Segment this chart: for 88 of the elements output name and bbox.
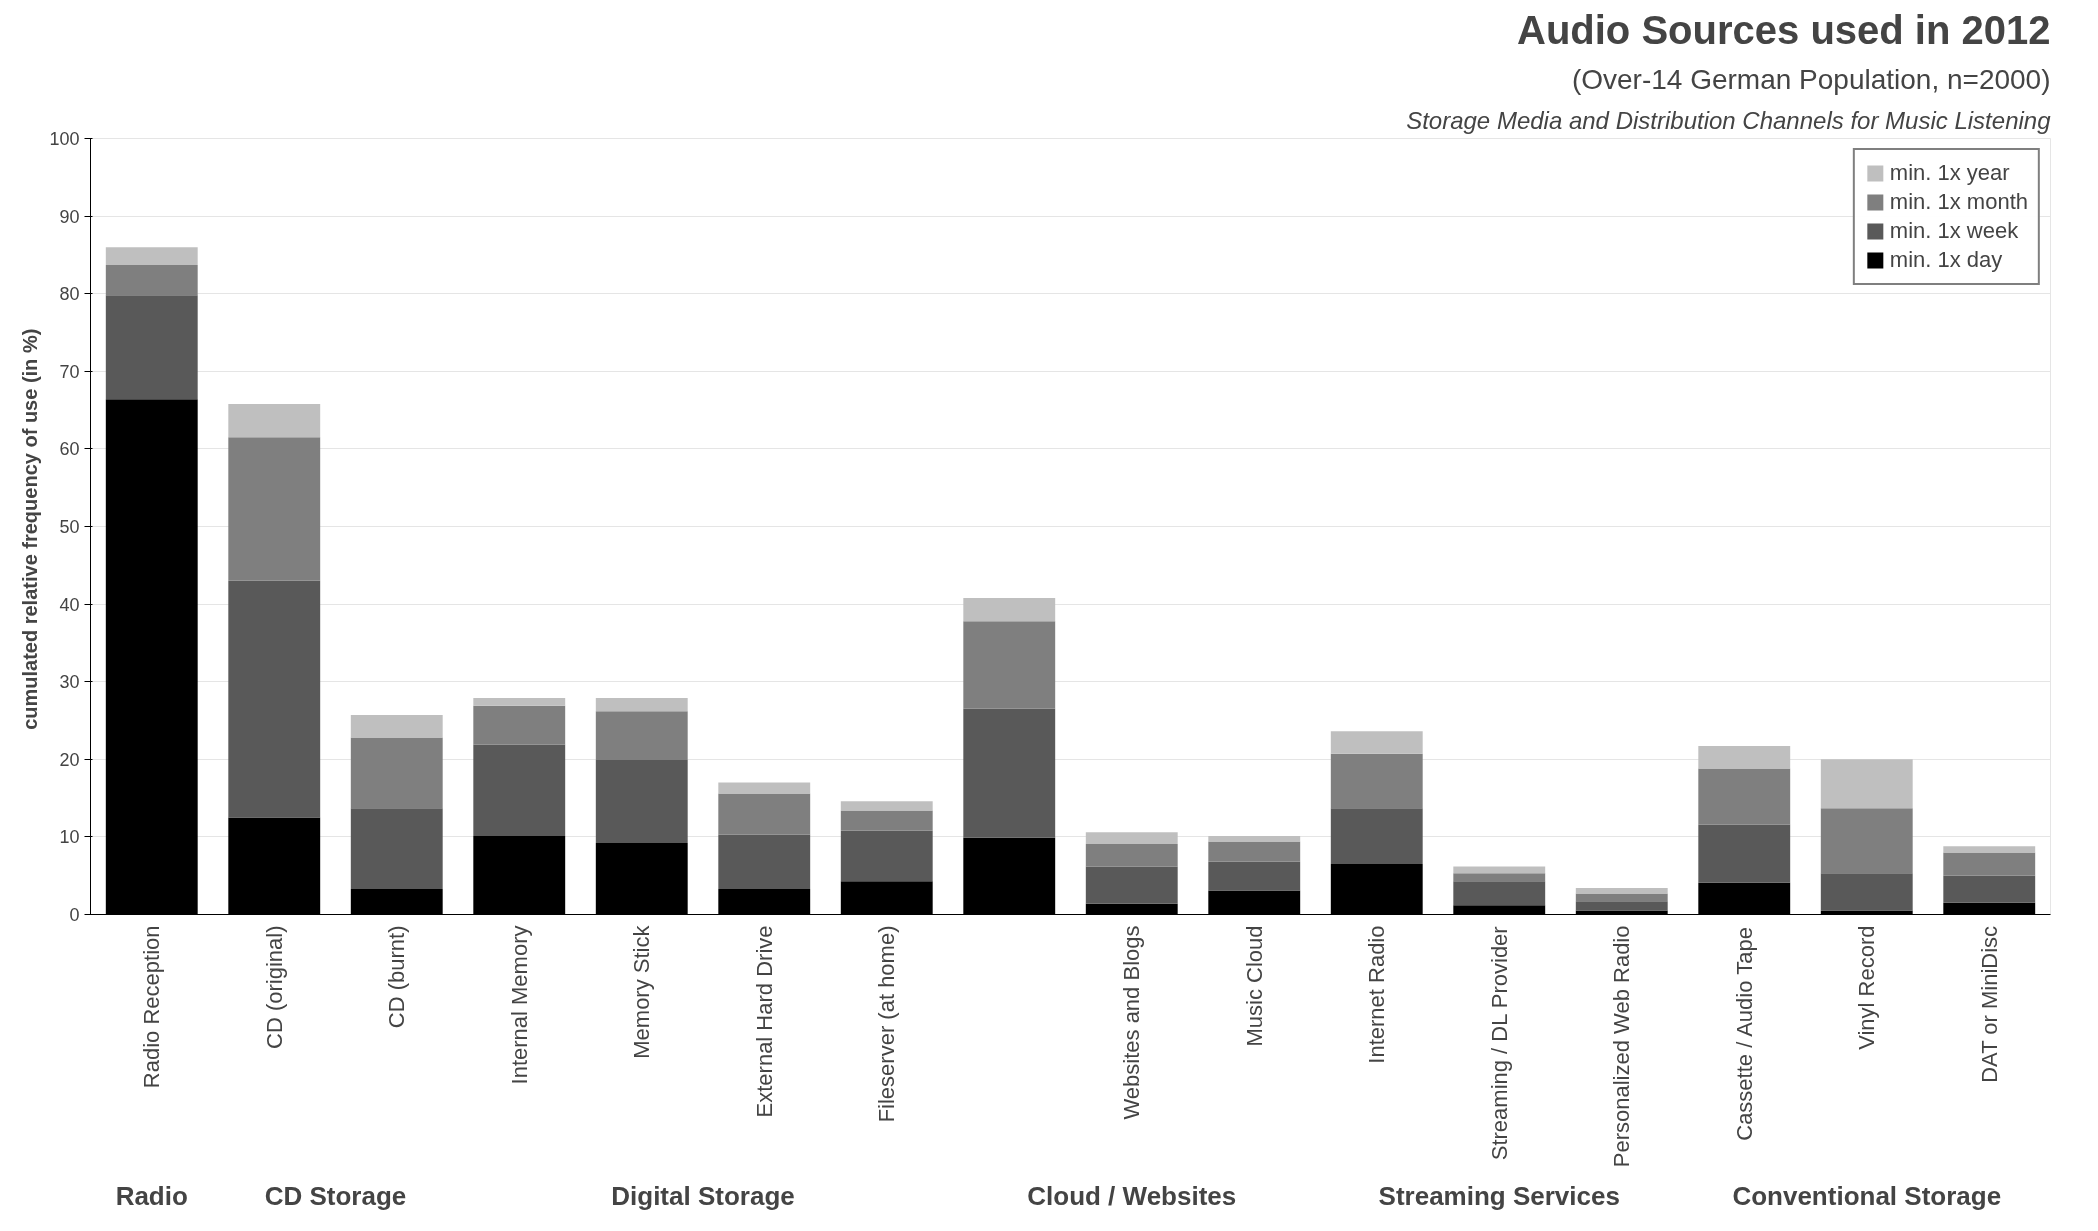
bar [1575,893,1668,902]
bar [1330,753,1423,809]
text: CD Storage [264,1180,407,1211]
bar [1453,881,1546,906]
text: Streaming Services [1378,1180,1620,1211]
bar [1698,768,1791,825]
x-tick-label: CD (burnt) [384,925,410,1029]
x-tick-label: CD (original) [261,925,287,1049]
bar [1208,841,1301,862]
bar [963,708,1056,838]
x-tick-label: Internal Memory [506,925,532,1085]
bar [350,808,443,889]
bar [105,264,198,296]
bar [1698,824,1791,883]
bar [228,580,321,818]
bar [1575,888,1668,894]
bar [1208,861,1301,891]
bar [1085,866,1178,904]
y-tick-label: 50 [59,517,80,537]
bar [1820,759,1913,809]
bar [350,737,443,809]
x-tick-label: Memory Stick [629,924,655,1059]
bar [473,744,566,837]
bar [718,793,811,835]
y-tick-label: 0 [69,905,80,925]
bar [1943,852,2036,876]
chart-subtitle: (Over-14 German Population, n=2000) [1571,63,2051,95]
text: Storage Media and Distribution Channels for Music Listening [1406,106,2052,134]
y-tick-label: 30 [59,672,80,693]
bar [840,810,933,831]
y-tick-label: 80 [59,284,80,305]
y-tick-label: 90 [59,206,80,227]
bar [1943,875,2036,903]
bar [228,437,321,581]
x-tick-label: Fileserver (at home) [874,925,900,1123]
y-axis-title: cumulated relative frequency of use (in %) [19,328,42,730]
y-tick-label: 60 [59,439,80,460]
bar [963,621,1056,709]
text: Cloud / Websites [1027,1180,1237,1211]
bar [1085,832,1178,844]
bar [105,295,198,400]
x-tick-label: External Hard Drive [751,925,777,1118]
legend-label: min. 1x week [1889,218,2019,244]
y-tick-label: 40 [59,594,80,615]
bar [473,698,566,706]
bar [1208,836,1301,842]
x-tick-label: Cassette / Audio Tape [1731,927,1757,1141]
y-tick-label: 100 [49,129,80,149]
x-tick-label: Internet Radio [1364,925,1390,1064]
x-tick-label: Music Cloud [1241,925,1267,1047]
x-tick-label: Websites and Blogs [1119,925,1145,1120]
text: Conventional Storage [1732,1180,2002,1211]
bar [963,597,1056,622]
legend-label: min. 1x year [1889,160,2010,186]
x-tick-label: Vinyl Record [1854,925,1880,1050]
bar [1698,746,1791,769]
y-tick-label: 20 [59,749,80,770]
bar [1575,901,1668,911]
bar [1453,873,1546,882]
y-tick-label: 70 [59,361,80,382]
text: Radio [115,1180,188,1211]
bar [595,698,688,712]
bar [1330,731,1423,754]
bar [1330,808,1423,865]
bar [105,247,198,265]
legend-label: min. 1x day [1889,247,2003,273]
bar [718,782,811,794]
bar [840,801,933,811]
bar [1453,866,1546,874]
text: Digital Storage [611,1180,795,1211]
bar [228,403,321,438]
x-tick-label: DAT or MiniDisc [1976,925,2002,1083]
bar [595,711,688,761]
bar [840,830,933,882]
bar [350,715,443,738]
chart-title: Audio Sources used in 2012 [1517,7,2051,52]
bar [1943,846,2036,853]
bar [718,834,811,889]
legend-label: min. 1x month [1889,189,2028,215]
x-tick-label: Personalized Web Radio [1609,925,1635,1168]
x-tick-label: Streaming / DL Provider [1486,926,1512,1161]
x-tick-label: Radio Reception [139,925,165,1089]
bar [473,705,566,745]
bar [595,760,688,844]
y-tick-label: 10 [59,827,80,848]
bar [1820,808,1913,874]
bar [1085,843,1178,867]
bar [1820,873,1913,911]
